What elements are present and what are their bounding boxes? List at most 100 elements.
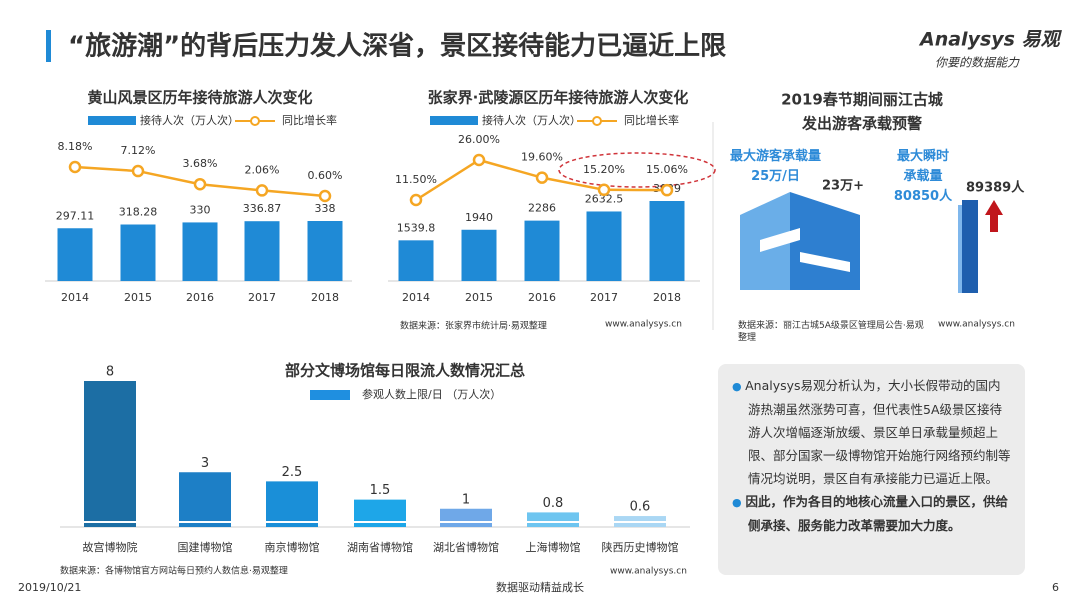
- chart-title: 黄山风景区历年接待旅游人次变化: [87, 89, 312, 107]
- bar: [461, 229, 497, 281]
- bar: [120, 224, 156, 281]
- bar-value-label: 3: [201, 456, 209, 471]
- bar: [244, 221, 280, 281]
- rate-label: 19.60%: [521, 151, 563, 164]
- legend-marker: [592, 116, 602, 126]
- footer-slogan: 数据驱动精益成长: [496, 580, 584, 594]
- x-tick-label: 2014: [402, 291, 430, 304]
- bar-value-label: 1.5: [370, 483, 391, 498]
- rate-label: 26.00%: [458, 133, 500, 146]
- x-tick-label: 2014: [61, 291, 89, 304]
- bar: [398, 240, 434, 281]
- rate-marker: [472, 153, 486, 167]
- x-tick-label: 湖北省博物馆: [433, 540, 499, 554]
- rate-marker: [597, 183, 611, 197]
- legend-label: 接待人次（万人次）: [482, 113, 581, 127]
- x-tick-label: 2018: [653, 291, 681, 304]
- x-tick-label: 2015: [465, 291, 493, 304]
- lijiang-instant-value: 80850人: [893, 189, 953, 204]
- rate-label: 2.06%: [245, 163, 280, 176]
- lijiang-title: 2019春节期间丽江古城: [781, 91, 943, 109]
- logo-slogan: 你要的数据能力: [935, 56, 1020, 70]
- source-url: www.analysys.cn: [938, 320, 1015, 330]
- bar-value-label: 0.6: [630, 500, 651, 515]
- x-tick-label: 湖南省博物馆: [347, 540, 413, 554]
- legend-marker: [250, 116, 260, 126]
- rate-marker: [535, 171, 549, 184]
- legend-swatch: [88, 116, 136, 125]
- bar-value-label: 2632.5: [585, 192, 624, 205]
- rate-marker: [131, 164, 145, 178]
- bar-value-label: 1: [462, 492, 470, 507]
- source: 数据来源：丽江古城5A级景区管理局公告·易观整理: [738, 321, 924, 343]
- bar: [649, 201, 685, 281]
- rate-label: 15.06%: [646, 163, 688, 176]
- legend-swatch: [310, 390, 350, 400]
- rate-label: 15.20%: [583, 163, 625, 176]
- bar: [179, 472, 231, 527]
- bar: [524, 220, 560, 281]
- building-icon: [740, 192, 1003, 293]
- x-tick-label: 2016: [528, 291, 556, 304]
- rate-marker: [409, 193, 423, 207]
- legend-swatch: [430, 116, 478, 125]
- highlight-ellipse: [558, 152, 716, 188]
- page-title: “旅游潮”的背后压力发人深省，景区接待能力已逼近上限: [68, 31, 726, 62]
- page-number: 6: [1052, 581, 1059, 594]
- x-tick-label: 2017: [248, 291, 276, 304]
- chart-title: 部分文博场馆每日限流人数情况汇总: [285, 362, 525, 380]
- rate-marker: [318, 189, 332, 203]
- rate-marker: [193, 177, 207, 191]
- bar-value-label: 2286: [528, 202, 556, 215]
- footer-date: 2019/10/21: [18, 581, 81, 594]
- bar-value-label: 330: [190, 203, 211, 216]
- bar: [57, 228, 93, 281]
- x-tick-label: 故宫博物院: [83, 540, 138, 554]
- bar: [586, 211, 622, 281]
- x-tick-label: 南京博物馆: [265, 540, 320, 554]
- bar: [266, 481, 318, 527]
- source-url: www.analysys.cn: [610, 567, 687, 577]
- x-tick-label: 2018: [311, 291, 339, 304]
- notes-box: Analysys易观分析认为，大小长假带动的国内游热潮虽然涨势可喜，但代表性5A…: [718, 364, 1025, 575]
- legend-label: 同比增长率: [282, 113, 337, 127]
- lijiang-instant-actual: 89389人: [966, 180, 1025, 196]
- bar: [84, 381, 136, 527]
- bar-value-label: 338: [315, 202, 336, 215]
- logo: Analysys 易观: [918, 29, 1063, 51]
- bar: [182, 222, 218, 281]
- bar-value-label: 1539.8: [397, 221, 436, 234]
- rate-label: 0.60%: [308, 169, 343, 182]
- legend-label: 参观人数上限/日 （万人次）: [362, 387, 501, 401]
- rate-label: 11.50%: [395, 173, 437, 186]
- rate-label: 8.18%: [58, 140, 93, 153]
- x-tick-label: 2017: [590, 291, 618, 304]
- legend-label: 同比增长率: [624, 113, 679, 127]
- rate-label: 3.68%: [183, 157, 218, 170]
- bar: [527, 512, 579, 527]
- bar: [307, 221, 343, 281]
- legend-label: 接待人次（万人次）: [140, 113, 239, 127]
- lijiang-actual: 23万+: [822, 179, 864, 194]
- bar-value-label: 336.87: [243, 202, 282, 215]
- bar-value-label: 0.8: [543, 496, 564, 511]
- source-url: www.analysys.cn: [605, 320, 682, 330]
- x-tick-label: 上海博物馆: [526, 540, 581, 554]
- rate-marker: [660, 183, 674, 197]
- bar: [440, 508, 492, 527]
- bar-value-label: 2.5: [282, 465, 303, 480]
- bar-value-label: 8: [106, 365, 114, 380]
- x-tick-label: 2015: [124, 291, 152, 304]
- bar-value-label: 1940: [465, 211, 493, 224]
- note: Analysys易观分析认为，大小长假带动的国内游热潮虽然涨势可喜，但代表性5A…: [732, 374, 1011, 490]
- lijiang-instant: 最大瞬时承载量: [896, 149, 949, 184]
- title-accent: [46, 30, 51, 62]
- rate-label: 7.12%: [121, 144, 156, 157]
- lijiang-capacity: 最大游客承载量25万/日: [729, 149, 821, 184]
- note: 因此，作为各目的地核心流量入口的景区，供给侧承接、服务能力改革需要加大力度。: [732, 490, 1011, 537]
- source: 数据来源：各博物馆官方网站每日预约人数信息·易观整理: [60, 565, 288, 577]
- x-tick-label: 陕西历史博物馆: [602, 540, 679, 554]
- x-tick-label: 国建博物馆: [178, 540, 233, 554]
